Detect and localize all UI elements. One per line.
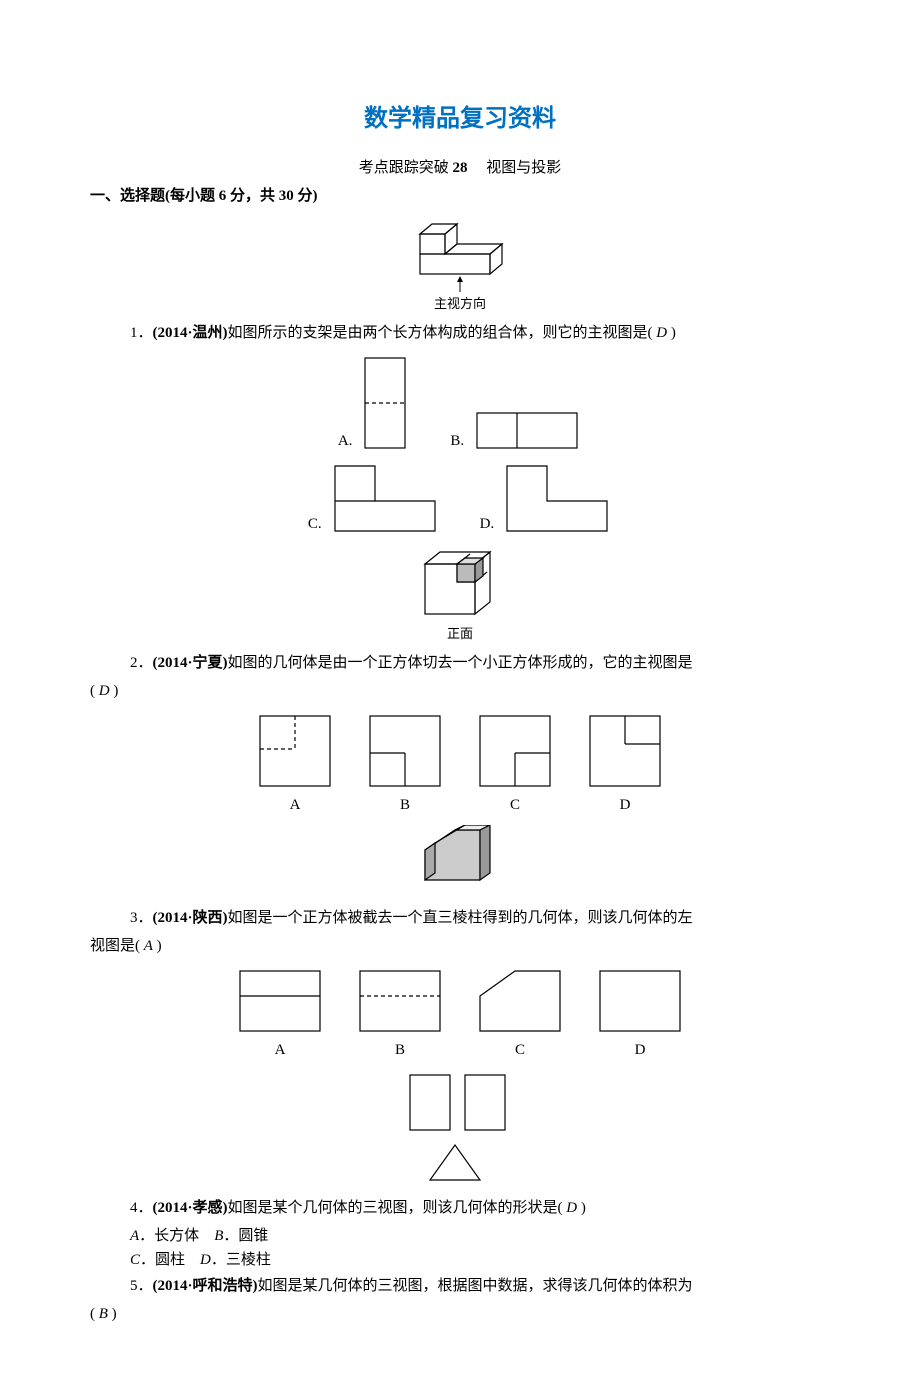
subtitle-rest: 视图与投影 [471,160,561,176]
q4-figure [90,1070,830,1190]
q2-num: 2． [130,655,153,671]
opt-label-b: B. [450,429,464,453]
q3-label-d: D [595,1038,685,1062]
opt-label-a: A. [338,429,353,453]
q3-stem2: 视图是( [90,938,144,954]
q3-answer: A [144,938,153,954]
q4-opt-b: ．圆锥 [223,1228,268,1244]
q4-text: 4．(2014·孝感)如图是某个几何体的三视图，则该几何体的形状是( D ) [130,1196,830,1220]
page-title: 数学精品复习资料 [90,100,830,138]
q3-option-d: D [595,966,685,1062]
q1-options-row1: A. B. [90,353,830,453]
subtitle-prefix: 考点跟踪突破 [359,160,449,176]
q3-text: 3．(2014·陕西)如图是一个正方体被截去一个直三棱柱得到的几何体，则该几何体… [130,906,830,930]
q2-figure: 正面 [90,544,830,645]
q1-option-d: D. [480,461,613,536]
q1-num: 1． [130,325,153,341]
q4-choices-row2: C．圆柱 D．三棱柱 [130,1248,830,1272]
opt-label-c: C. [308,512,322,536]
q3-num: 3． [130,910,153,926]
q5-open: ( [90,1306,99,1322]
q3-stem: 如图是一个正方体被截去一个直三棱柱得到的几何体，则该几何体的左 [228,910,693,926]
q2-answer: D [99,683,110,699]
q3-label-c: C [475,1038,565,1062]
q3-options: A B C D [90,966,830,1062]
q4-stem: 如图是某个几何体的三视图，则该几何体的形状是( [228,1200,567,1216]
q2-options: A B C D [90,711,830,817]
q4-opt-c-letter: C [130,1252,140,1268]
q4-opt-a-letter: A [130,1228,139,1244]
q2-figure-caption: 正面 [90,624,830,645]
q5-num: 5． [130,1278,153,1294]
q3-source: (2014·陕西) [153,910,228,926]
q2-stem: 如图的几何体是由一个正方体切去一个小正方体形成的，它的主视图是 [228,655,693,671]
q1-option-b: B. [450,353,582,453]
q1-source: (2014·温州) [153,325,228,341]
q2-text: 2．(2014·宁夏)如图的几何体是由一个正方体切去一个小正方体形成的，它的主视… [130,651,830,675]
q4-opt-b-letter: B [214,1228,223,1244]
q5-text: 5．(2014·呼和浩特)如图是某几何体的三视图，根据图中数据，求得该几何体的体… [130,1274,830,1298]
q1-figure-caption: 主视方向 [90,294,830,315]
q1-stem: 如图所示的支架是由两个长方体构成的组合体，则它的主视图是( [228,325,657,341]
q3-option-c: C [475,966,565,1062]
q4-answer: D [566,1200,577,1216]
q1-options-row2: C. D. [90,461,830,536]
q2-label-b: B [365,793,445,817]
q2-option-c: C [475,711,555,817]
q1-figure: 主视方向 [90,214,830,315]
q3-option-a: A [235,966,325,1062]
q1-option-a: A. [338,353,411,453]
q2-option-a: A [255,711,335,817]
q4-num: 4． [130,1200,153,1216]
q2-text-line2: ( D ) [90,679,830,703]
q4-choices-row1: A．长方体 B．圆锥 [130,1224,830,1248]
q2-label-a: A [255,793,335,817]
q3-text-line2: 视图是( A ) [90,934,830,958]
q2-option-b: B [365,711,445,817]
q4-close: ) [577,1200,586,1216]
q4-source: (2014·孝感) [153,1200,228,1216]
q5-text-line2: ( B ) [90,1302,830,1326]
q1-option-c: C. [308,461,440,536]
q4-opt-c: ．圆柱 [140,1252,185,1268]
q5-source: (2014·呼和浩特) [153,1278,258,1294]
opt-label-d: D. [480,512,495,536]
subtitle-number: 28 [453,160,468,176]
q5-answer: B [99,1306,108,1322]
q3-label-b: B [355,1038,445,1062]
q2-option-d: D [585,711,665,817]
q1-answer: D [656,325,667,341]
q4-opt-d: ．三棱柱 [211,1252,271,1268]
q5-close: ) [108,1306,117,1322]
topic-subtitle: 考点跟踪突破 28 视图与投影 [90,156,830,180]
q4-opt-d-letter: D [200,1252,211,1268]
section-1-heading: 一、选择题(每小题 6 分，共 30 分) [90,184,830,208]
q2-source: (2014·宁夏) [153,655,228,671]
q3-label-a: A [235,1038,325,1062]
q2-close: ) [110,683,119,699]
q3-figure [90,825,830,900]
q1-text: 1．(2014·温州)如图所示的支架是由两个长方体构成的组合体，则它的主视图是(… [130,321,830,345]
q2-label-c: C [475,793,555,817]
q5-stem: 如图是某几何体的三视图，根据图中数据，求得该几何体的体积为 [258,1278,693,1294]
q3-close: ) [153,938,162,954]
q3-option-b: B [355,966,445,1062]
q1-close: ) [667,325,676,341]
q4-opt-a: ．长方体 [139,1228,199,1244]
q2-label-d: D [585,793,665,817]
q2-open: ( [90,683,99,699]
